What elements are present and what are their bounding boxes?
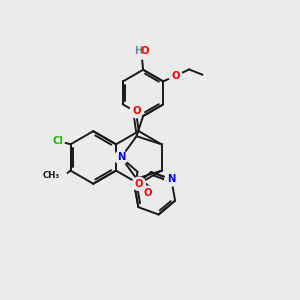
Text: Cl: Cl [52, 136, 63, 146]
Text: O: O [144, 188, 152, 198]
Text: O: O [140, 46, 149, 56]
Circle shape [132, 177, 145, 190]
Text: O: O [134, 179, 143, 189]
Circle shape [133, 42, 150, 59]
Circle shape [51, 134, 64, 147]
Circle shape [169, 69, 182, 82]
Text: O: O [132, 106, 141, 116]
Circle shape [115, 151, 128, 164]
Text: H: H [134, 46, 142, 56]
Circle shape [141, 186, 154, 199]
Text: N: N [117, 152, 125, 163]
Text: N: N [167, 174, 176, 184]
Text: O: O [171, 71, 180, 81]
Text: CH₃: CH₃ [42, 172, 59, 181]
Circle shape [130, 105, 143, 118]
Circle shape [165, 173, 178, 186]
